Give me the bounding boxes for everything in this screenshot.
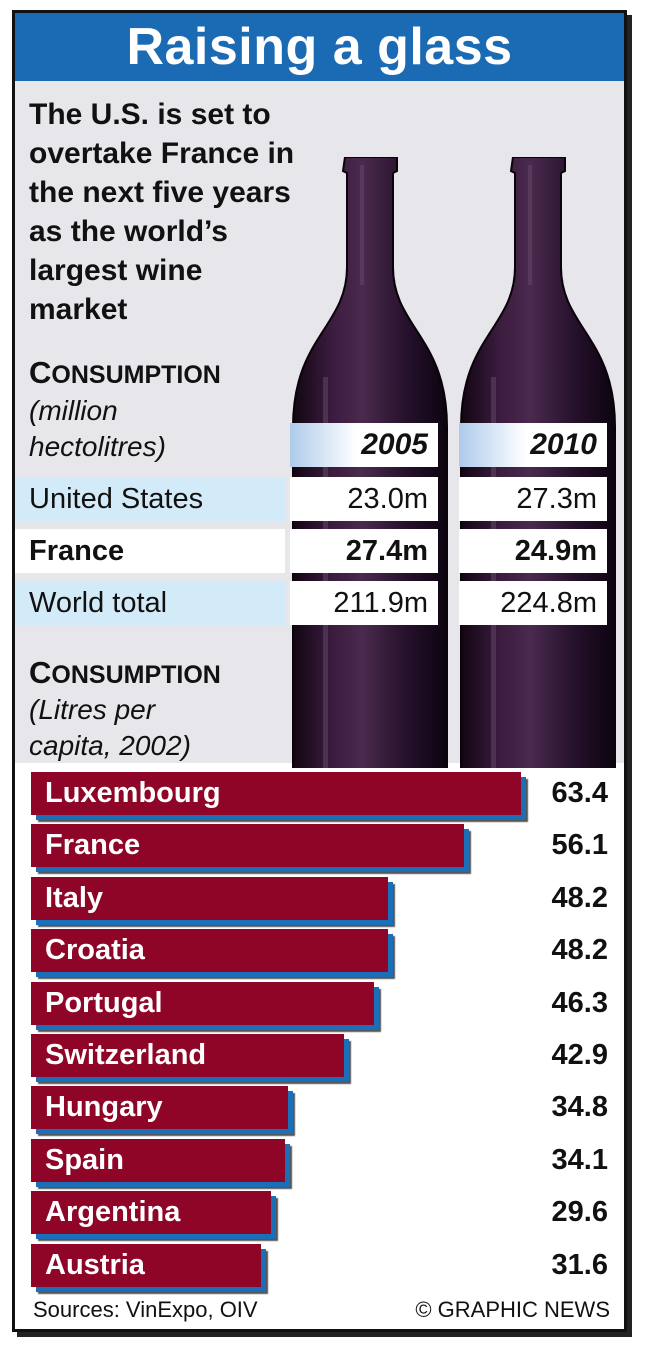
row-label-united-states: United States xyxy=(29,483,204,515)
per-capita-units-line1: (Litres per xyxy=(29,694,156,725)
table-row-bg xyxy=(15,581,285,625)
consumption-units-line1: (million xyxy=(29,395,118,426)
page-title: Raising a glass xyxy=(15,13,624,81)
credit: © GRAPHIC NEWS xyxy=(415,1297,610,1322)
bar-portugal: Portugal xyxy=(31,981,374,1025)
bar-value-luxembourg: 63.4 xyxy=(551,777,608,809)
bar-value-austria: 31.6 xyxy=(551,1248,608,1281)
world-2005-value: 211.9m xyxy=(290,581,438,625)
bar-value-croatia: 48.2 xyxy=(551,934,608,967)
bar-value-hungary: 34.8 xyxy=(551,1091,608,1124)
sources: Sources: VinExpo, OIV xyxy=(33,1297,258,1322)
france-2005-value: 27.4m xyxy=(290,529,438,573)
bar-hungary: Hungary xyxy=(31,1086,288,1130)
bar-spain: Spain xyxy=(31,1138,285,1182)
infographic-frame: Raising a glass The U.S. is set to overt… xyxy=(12,10,627,1332)
bar-luxembourg: Luxembourg xyxy=(31,772,521,815)
bar-value-argentina: 29.6 xyxy=(551,1196,608,1229)
bar-france: France xyxy=(31,824,464,868)
consumption-units-line2: hectolitres) xyxy=(29,431,166,462)
bar-value-portugal: 46.3 xyxy=(551,986,608,1019)
table-row-bg xyxy=(15,529,285,573)
headline: The U.S. is set to overtake France in th… xyxy=(29,98,295,326)
france-2010-value: 24.9m xyxy=(459,529,607,573)
per-capita-heading: CONSUMPTION xyxy=(29,655,221,690)
bar-value-france: 56.1 xyxy=(551,829,608,862)
us-2010-value: 27.3m xyxy=(459,477,607,521)
table-row-bg xyxy=(15,477,285,521)
year-header-2010: 2010 xyxy=(459,423,607,467)
bar-value-switzerland: 42.9 xyxy=(551,1039,608,1071)
bar-value-spain: 34.1 xyxy=(551,1143,608,1176)
consumption-section: The U.S. is set to overtake France in th… xyxy=(15,81,624,825)
us-2005-value: 23.0m xyxy=(290,477,438,521)
bar-austria: Austria xyxy=(31,1243,261,1287)
footer: Sources: VinExpo, OIV © GRAPHIC NEWS xyxy=(15,1291,624,1329)
bar-switzerland: Switzerland xyxy=(31,1034,344,1077)
per-capita-units-line2: capita, 2002) xyxy=(29,730,191,761)
row-label-world-total: World total xyxy=(29,587,168,619)
consumption-heading: CONSUMPTION xyxy=(29,355,221,390)
year-header-2005: 2005 xyxy=(290,423,438,467)
bar-value-italy: 48.2 xyxy=(551,881,608,914)
row-label-france: France xyxy=(29,535,125,567)
bar-italy: Italy xyxy=(31,876,388,920)
world-2010-value: 224.8m xyxy=(459,581,607,625)
per-capita-bar-chart: Luxembourg 63.4 France 56.1 Italy 48.2 Croatia… xyxy=(15,768,624,1308)
bar-croatia: Croatia xyxy=(31,929,388,973)
bar-argentina: Argentina xyxy=(31,1191,271,1235)
